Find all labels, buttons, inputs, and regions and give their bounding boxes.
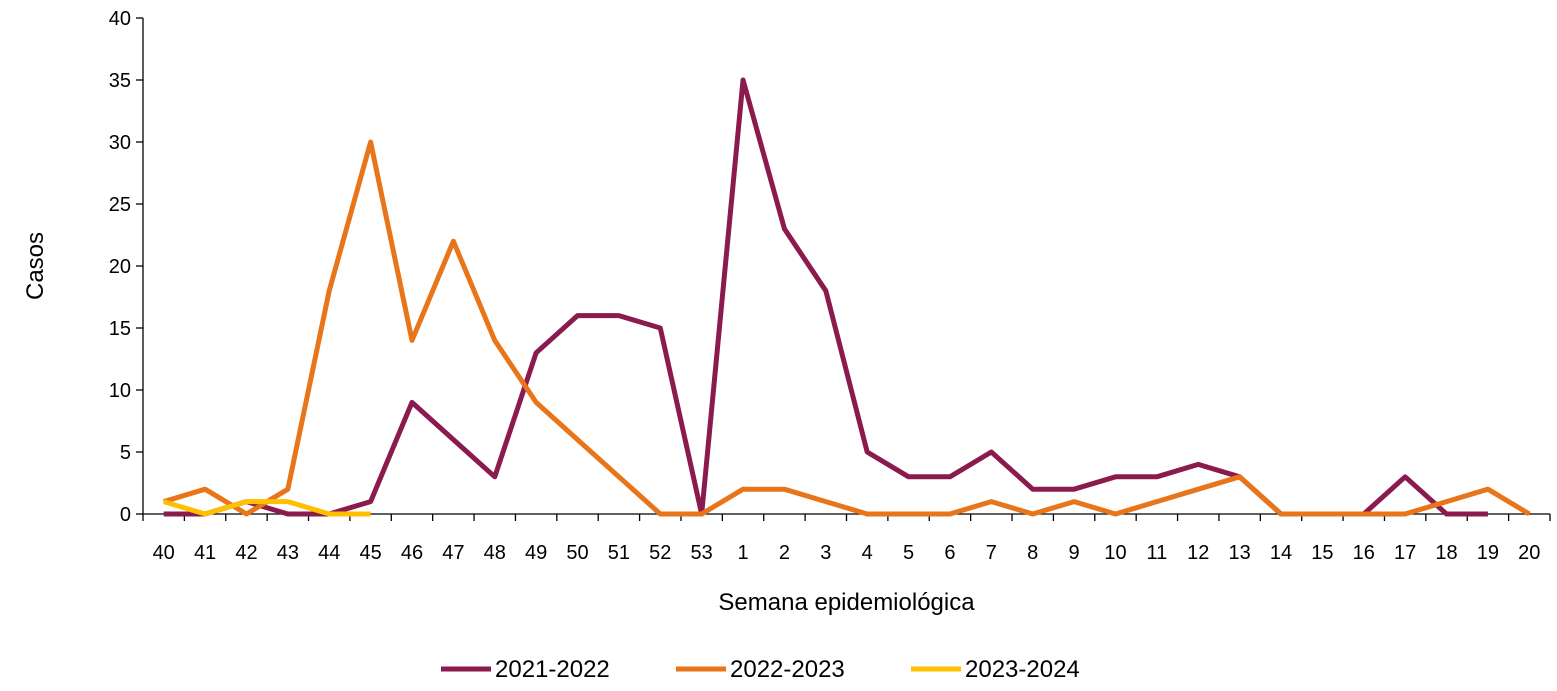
series-layer	[162, 77, 1531, 517]
x-tick-label: 43	[277, 542, 299, 564]
x-tick-label: 17	[1394, 542, 1416, 564]
x-tick-label: 42	[235, 542, 257, 564]
y-tick-label: 10	[109, 380, 131, 402]
x-tick-label: 44	[318, 542, 340, 564]
y-axis: 0 5 10 15 20 25 30 35 40	[109, 8, 144, 526]
x-tick-label: 6	[944, 542, 955, 564]
x-tick-label: 46	[401, 542, 423, 564]
x-tick-label: 41	[194, 542, 216, 564]
x-tick-label: 3	[820, 542, 831, 564]
y-tick-label: 20	[109, 256, 131, 278]
x-tick-label: 53	[691, 542, 713, 564]
legend: 2021-2022 2022-2023 2023-2024	[441, 656, 1080, 683]
y-axis-title: Casos	[22, 232, 49, 300]
y-tick-label: 35	[109, 70, 131, 92]
x-tick-label: 15	[1311, 542, 1333, 564]
x-tick-label: 1	[737, 542, 748, 564]
legend-label-2021-2022: 2021-2022	[495, 656, 610, 683]
x-tick-label: 48	[484, 542, 506, 564]
x-tick-label: 4	[862, 542, 873, 564]
y-tick-label: 25	[109, 194, 131, 216]
x-tick-label: 20	[1518, 542, 1540, 564]
y-tick-label: 0	[120, 504, 131, 526]
x-tick-label: 45	[359, 542, 381, 564]
x-tick-label: 14	[1270, 542, 1292, 564]
series-line-2023-2024	[162, 499, 371, 517]
series-line-2022-2023	[162, 139, 1531, 517]
x-tick-label: 49	[525, 542, 547, 564]
x-tick-label: 52	[649, 542, 671, 564]
x-tick-label: 5	[903, 542, 914, 564]
x-tick-label: 10	[1104, 542, 1126, 564]
x-tick-label: 19	[1477, 542, 1499, 564]
x-tick-label: 40	[153, 542, 175, 564]
legend-label-2022-2023: 2022-2023	[730, 656, 845, 683]
y-tick-label: 5	[120, 442, 131, 464]
x-axis-title: Semana epidemiológica	[718, 589, 975, 616]
x-tick-label: 18	[1435, 542, 1457, 564]
series-line-2021-2022	[163, 77, 1488, 517]
x-tick-label: 2	[779, 542, 790, 564]
x-tick-label: 7	[986, 542, 997, 564]
x-tick-label: 47	[442, 542, 464, 564]
x-tick-label: 13	[1229, 542, 1251, 564]
x-tick-label: 8	[1027, 542, 1038, 564]
x-tick-label: 12	[1187, 542, 1209, 564]
x-tick-label: 16	[1353, 542, 1375, 564]
x-tick-label: 11	[1146, 542, 1167, 564]
x-tick-label: 9	[1069, 542, 1080, 564]
y-tick-label: 15	[109, 318, 131, 340]
y-tick-label: 40	[109, 8, 131, 30]
legend-label-2023-2024: 2023-2024	[965, 656, 1080, 683]
y-tick-label: 30	[109, 132, 131, 154]
x-tick-label: 50	[566, 542, 588, 564]
x-axis: 40 41 42 43 44 45 46 47 48 49 50 51 52 53 1 2 3 4 5 6 7 8 9 10 1…	[142, 513, 1551, 564]
x-tick-label: 51	[608, 542, 630, 564]
